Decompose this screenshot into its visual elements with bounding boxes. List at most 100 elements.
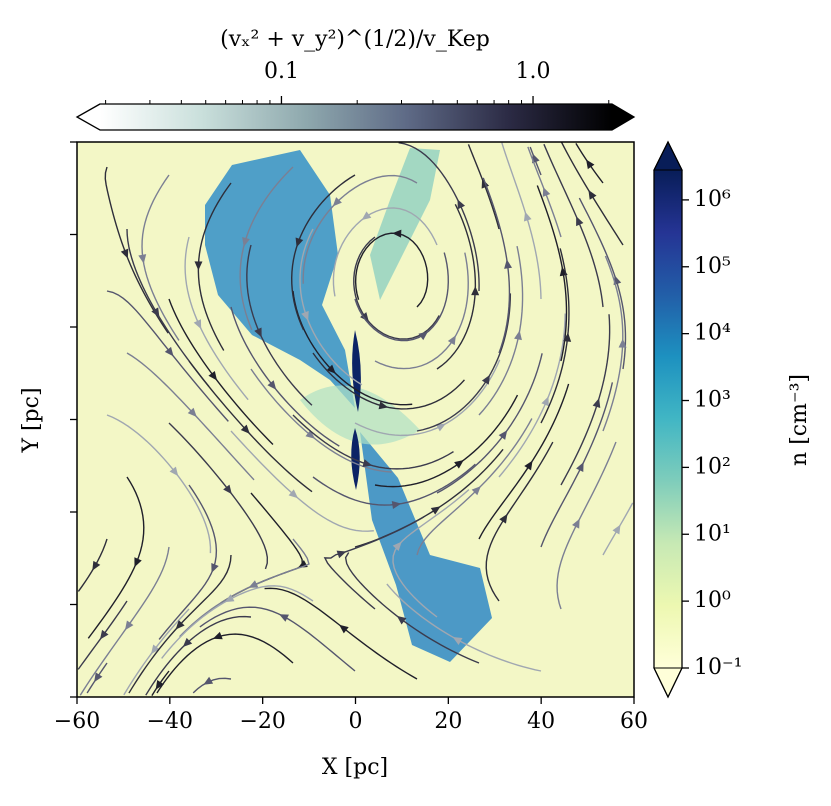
colorbar-tick-label: 10⁵	[694, 254, 731, 279]
colorbar-tick-label: 10¹	[694, 521, 731, 546]
stream-arrow	[360, 312, 369, 322]
y-axis-label: Y [pc]	[19, 387, 44, 453]
density-disk	[300, 385, 420, 445]
stream-arrow	[592, 398, 601, 408]
stream-arrow	[391, 501, 402, 509]
stream-arrow	[499, 513, 508, 524]
stream-arrow	[418, 331, 429, 341]
x-tick-label: 40	[527, 709, 555, 734]
colorbar-extend	[653, 667, 683, 699]
colorbar-extend	[653, 140, 683, 171]
stream-arrow	[392, 541, 402, 551]
stream-arrow	[155, 679, 164, 690]
stream-arrow	[169, 466, 179, 477]
density-lobe	[360, 432, 492, 662]
colorbar2-frame	[75, 103, 636, 131]
colorbar-tick-label: 10⁰	[694, 588, 731, 613]
stream-arrow	[208, 370, 218, 381]
stream-arrow	[138, 254, 147, 264]
x-axis-label: X [pc]	[322, 755, 388, 780]
stream-arrow	[194, 261, 203, 271]
stream-arrow	[223, 484, 232, 495]
stream-arrow	[378, 401, 389, 410]
stream-arrow	[542, 187, 551, 197]
stream-arrow	[240, 424, 250, 434]
stream-arrow	[211, 562, 219, 573]
colorbar2	[100, 104, 612, 130]
stream-arrow	[187, 407, 197, 418]
stream-arrow	[295, 237, 304, 248]
colorbar-tick-label: 10⁶	[694, 187, 731, 212]
colorbar2-tick-label: 1.0	[516, 59, 551, 84]
stream-arrow	[124, 620, 134, 631]
stream-arrow	[212, 631, 223, 640]
colorbar-tick-label: 10²	[694, 454, 731, 479]
stream-arrow	[100, 629, 109, 640]
stream-arrow	[452, 637, 463, 645]
stream-arrow	[151, 644, 160, 655]
stream-arrow	[151, 307, 160, 318]
stream-arrow	[332, 197, 342, 207]
stream-arrow	[430, 506, 441, 515]
stream-arrow	[504, 259, 513, 269]
stream-arrow	[120, 248, 129, 259]
stream-arrow	[498, 430, 508, 440]
x-tick-label: −20	[239, 709, 285, 734]
stream-arrow	[301, 310, 309, 321]
stream-arrow	[563, 332, 572, 342]
stream-arrow	[471, 286, 480, 296]
stream-arrow	[134, 557, 142, 568]
stream-arrow	[572, 518, 580, 529]
stream-arrow	[182, 637, 193, 647]
colorbar-label: n [cm⁻³]	[787, 374, 812, 466]
colorbar-tick-label: 10³	[694, 388, 731, 413]
stream-arrow	[193, 319, 202, 330]
stream-arrow	[471, 486, 481, 496]
stream-arrow	[396, 615, 407, 625]
stream-arrow	[576, 216, 584, 227]
stream-arrow	[514, 330, 522, 341]
stream-arrow	[336, 550, 347, 559]
x-tick-label: 60	[620, 709, 648, 734]
colorbar2-label: (vₓ² + v_y²)^(1/2)/v_Kep	[220, 27, 490, 52]
colorbar-tick-label: 10⁴	[694, 321, 731, 346]
x-tick-label: −40	[147, 709, 193, 734]
stream-arrow	[339, 624, 349, 634]
stream-arrow	[541, 396, 549, 407]
x-tick-label: 20	[434, 709, 462, 734]
stream-arrow	[94, 672, 103, 683]
colorbar-tick-label: 10⁻¹	[694, 655, 742, 680]
stream-arrow	[454, 460, 464, 469]
density-lobe	[205, 150, 355, 408]
colorbar2-tick-label: 0.1	[264, 59, 299, 84]
stream-arrow	[362, 459, 373, 467]
stream-arrow	[524, 460, 533, 471]
colorbar2-extend	[77, 104, 100, 130]
stream-arrow	[588, 189, 597, 200]
stream-arrow	[361, 211, 372, 220]
stream-arrow	[523, 211, 532, 222]
stream-arrow	[305, 430, 315, 439]
colorbar	[654, 170, 682, 668]
density-map	[77, 142, 634, 697]
colorbar2-extend	[612, 104, 634, 130]
stream-arrow	[618, 338, 627, 348]
stream-arrow	[326, 364, 336, 374]
stream-arrow	[242, 237, 250, 247]
stream-arrow	[92, 560, 101, 571]
stream-arrow	[436, 423, 446, 432]
stream-arrow	[279, 614, 289, 622]
stream-arrow	[164, 346, 174, 357]
stream-arrow	[254, 327, 262, 338]
stream-arrow	[392, 229, 402, 238]
stream-arrow	[267, 380, 277, 390]
x-tick-label: 0	[349, 709, 363, 734]
stream-arrow	[612, 524, 621, 535]
density-lobe	[370, 148, 440, 300]
stream-arrow	[203, 676, 214, 685]
x-tick-label: −60	[54, 709, 100, 734]
stream-arrow	[175, 620, 185, 630]
density-jet	[351, 428, 360, 490]
